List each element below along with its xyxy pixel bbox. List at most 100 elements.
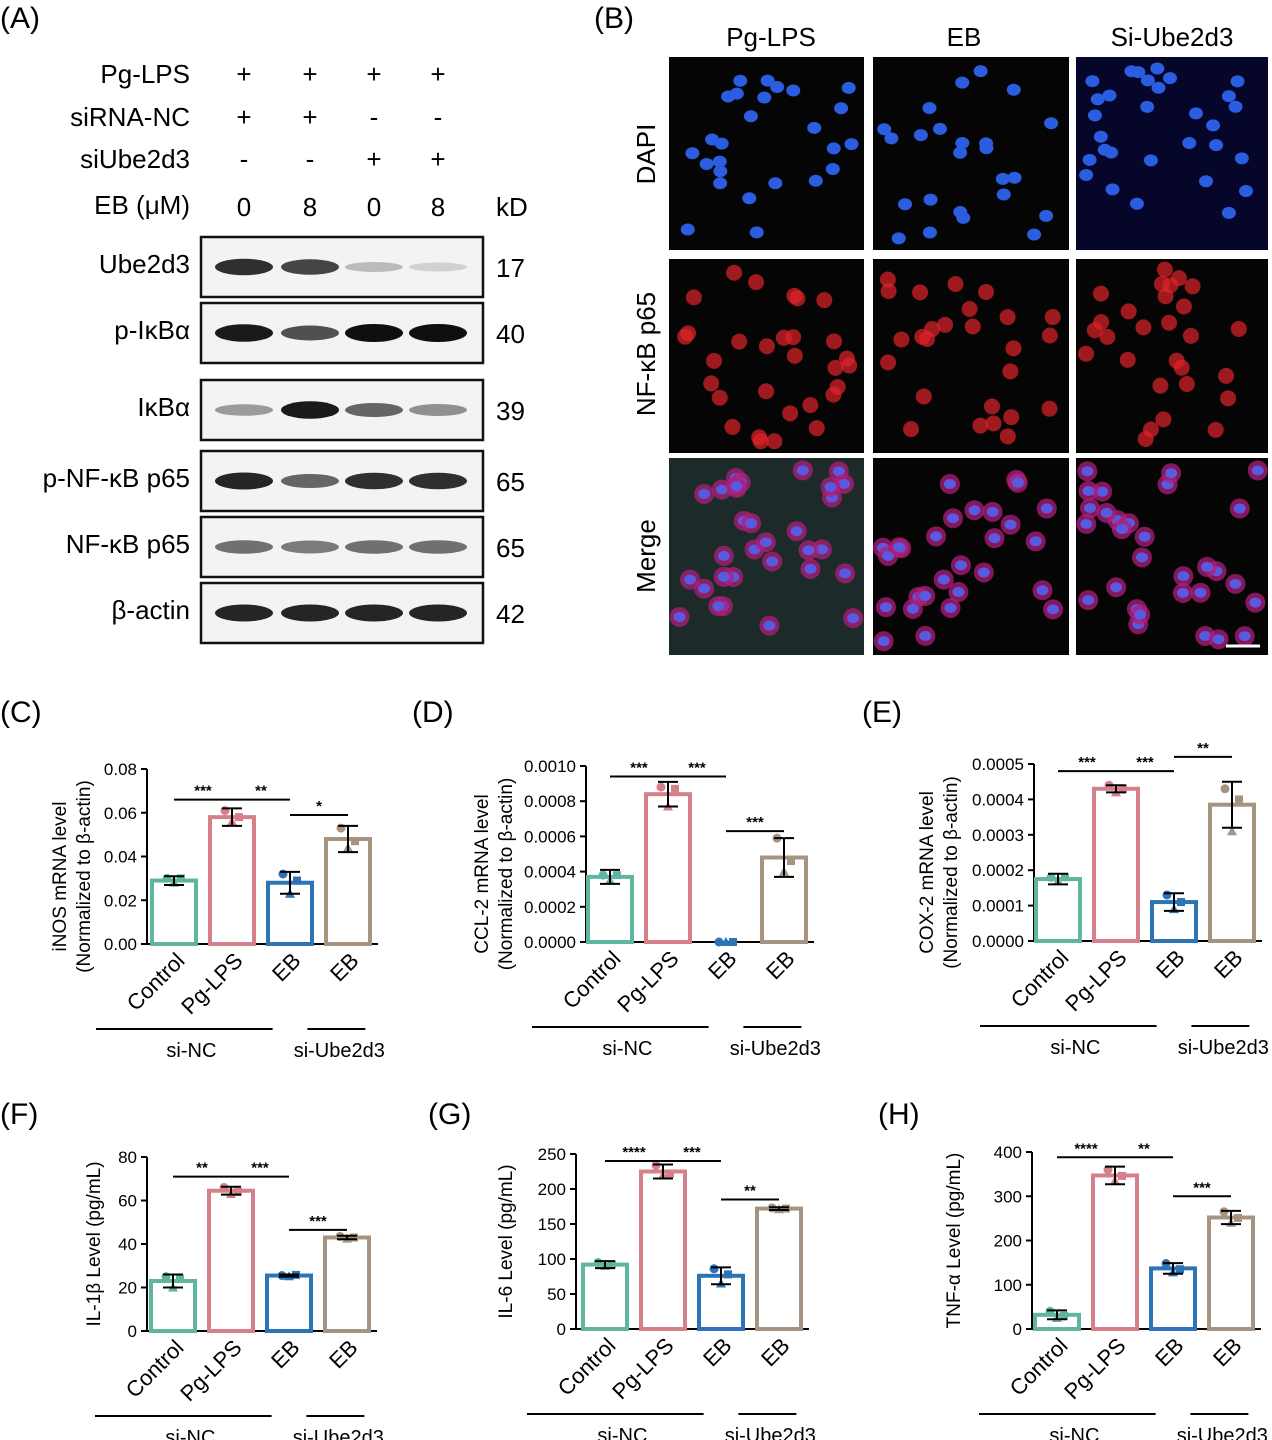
y-tick-label: 300 — [994, 1187, 1022, 1206]
nucleus — [953, 146, 968, 159]
data-point — [351, 837, 359, 846]
nucleus — [1105, 183, 1120, 196]
merge-nucleus — [759, 537, 772, 548]
nucleus — [891, 232, 906, 245]
condition-value: - — [370, 102, 379, 132]
merge-nucleus — [906, 603, 919, 614]
p65-signal — [775, 329, 792, 346]
p65-signal — [1044, 309, 1061, 326]
p65-signal — [912, 284, 929, 301]
nucleus — [1006, 83, 1021, 96]
sig-label: *** — [630, 760, 648, 777]
panel-letter-e: (E) — [862, 696, 902, 729]
nucleus — [713, 165, 728, 178]
blot-band — [215, 324, 273, 342]
merge-nucleus — [717, 550, 730, 561]
p65-signal — [972, 417, 989, 434]
p65-signal — [880, 283, 897, 300]
data-point — [782, 1204, 790, 1213]
merge-nucleus — [986, 506, 999, 517]
nucleus — [1221, 90, 1236, 103]
sig-label: *** — [194, 783, 212, 800]
blot-band — [345, 540, 403, 554]
merge-nucleus — [1134, 609, 1147, 620]
nucleus — [713, 177, 728, 190]
merge-nucleus — [882, 550, 895, 561]
p65-signal — [915, 388, 932, 405]
bar — [265, 1273, 313, 1333]
nucleus — [1131, 66, 1146, 79]
nucleus — [825, 162, 840, 175]
condition-label: Pg-LPS — [100, 59, 190, 89]
bar — [586, 874, 634, 945]
merge-nucleus — [1080, 518, 1093, 529]
y-tick-label: 60 — [118, 1192, 137, 1211]
p65-signal — [827, 359, 844, 376]
nucleus — [808, 174, 823, 187]
data-point — [234, 1187, 242, 1196]
nucleus — [996, 188, 1011, 201]
data-point — [176, 1274, 184, 1283]
condition-value: - — [306, 144, 315, 174]
category-label: Pg-LPS — [1059, 1333, 1130, 1404]
nucleus — [1039, 209, 1054, 222]
nucleus — [729, 87, 744, 100]
y-axis-label: iNOS mRNA level — [50, 802, 71, 952]
p65-signal — [825, 386, 842, 403]
y-tick-label: 0.0005 — [972, 755, 1024, 774]
data-point — [1177, 898, 1185, 907]
if-row-label: NF-κB p65 — [631, 292, 661, 416]
data-point — [1118, 1171, 1126, 1180]
blot-band — [409, 262, 467, 272]
nucleus — [770, 80, 785, 93]
blot-band — [345, 262, 403, 272]
p65-signal — [961, 301, 978, 318]
merge-nucleus — [919, 590, 932, 601]
data-point — [1060, 1311, 1068, 1320]
merge-nucleus — [763, 620, 776, 631]
data-point — [608, 1260, 616, 1269]
merge-nucleus — [988, 533, 1001, 544]
p65-signal — [1156, 261, 1173, 278]
blot-band — [281, 604, 339, 622]
bar — [150, 878, 198, 946]
p65-signal — [1178, 376, 1195, 393]
bar — [644, 792, 692, 944]
condition-label: siUbe2d3 — [80, 144, 190, 174]
p65-signal — [786, 347, 803, 364]
nucleus — [956, 211, 971, 224]
nucleus — [932, 122, 947, 135]
p65-signal — [1137, 431, 1154, 448]
nucleus — [877, 123, 892, 136]
merge-nucleus — [730, 481, 743, 492]
merge-nucleus — [893, 542, 906, 553]
if-row-label: DAPI — [631, 124, 661, 185]
blot-label: Ube2d3 — [99, 249, 190, 279]
if-image — [669, 259, 864, 453]
data-point — [1046, 872, 1056, 882]
merge-nucleus — [1040, 503, 1053, 514]
merge-nucleus — [1165, 468, 1178, 479]
blot-band — [345, 403, 403, 417]
bar — [755, 1206, 803, 1331]
nucleus — [913, 129, 928, 142]
data-point — [1176, 1265, 1184, 1274]
merge-nucleus — [954, 560, 967, 571]
nucleus — [807, 121, 822, 134]
p65-signal — [1041, 400, 1058, 417]
merge-nucleus — [804, 563, 817, 574]
condition-label: siRNA-NC — [70, 102, 190, 132]
nucleus — [834, 102, 849, 115]
p65-signal — [677, 328, 694, 345]
category-label: EB — [324, 1335, 362, 1373]
nucleus — [1097, 143, 1112, 156]
p65-signal — [1162, 277, 1179, 294]
p65-signal — [731, 333, 748, 350]
if-column-label: Pg-LPS — [726, 22, 816, 52]
data-point — [721, 937, 731, 946]
merge-nucleus — [796, 465, 809, 476]
blot-kd: 65 — [496, 467, 525, 497]
p65-signal — [789, 290, 806, 307]
merge-nucleus — [946, 513, 959, 524]
